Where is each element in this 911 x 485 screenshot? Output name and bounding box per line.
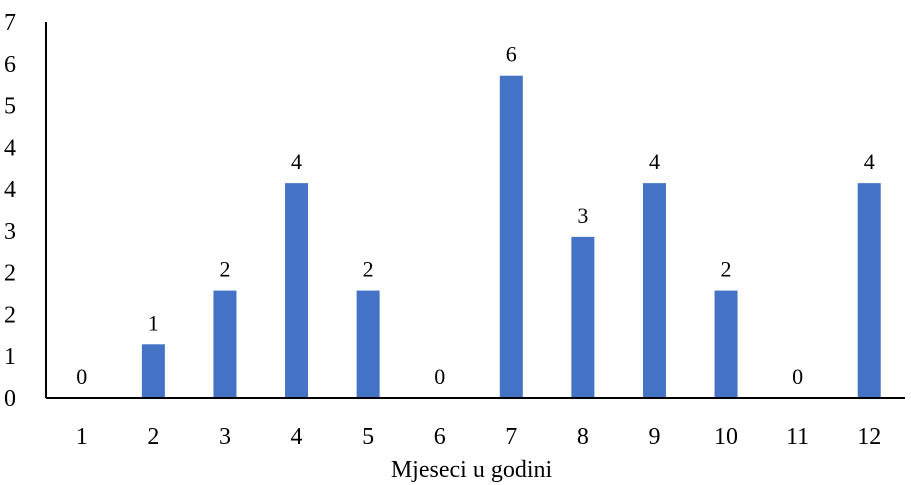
y-tick-label: 6: [4, 52, 16, 78]
bar: [213, 290, 237, 398]
bar-data-label: 0: [792, 364, 803, 389]
y-tick-label: 2: [4, 302, 16, 328]
x-tick-label: 7: [505, 424, 517, 450]
bar-data-label: 2: [363, 257, 374, 282]
bars: [141, 75, 881, 398]
bar-data-label: 3: [577, 203, 588, 228]
bar: [356, 290, 380, 398]
bar-data-label: 1: [148, 310, 159, 335]
bar-data-labels: 0 1 2 4 2 0 6 3 4 2 0 4: [76, 42, 874, 389]
bar: [499, 75, 523, 398]
bar-data-label: 4: [649, 149, 660, 174]
bar-data-label: 0: [76, 364, 87, 389]
bar-data-label: 0: [434, 364, 445, 389]
y-tick-label: 2: [4, 261, 16, 287]
y-tick-label: 3: [4, 219, 16, 245]
y-tick-label: 5: [4, 94, 16, 120]
bar: [285, 183, 309, 398]
y-tick-label: 7: [4, 10, 16, 36]
y-tick-label: 4: [4, 177, 16, 203]
x-tick-label: 10: [714, 424, 738, 450]
y-tick-label: 4: [4, 135, 16, 161]
bar-data-label: 2: [219, 257, 230, 282]
x-tick-label: 8: [577, 424, 589, 450]
x-axis-title: Mjeseci u godini: [391, 457, 553, 483]
x-tick-label: 6: [434, 424, 446, 450]
x-tick-label: 5: [362, 424, 374, 450]
bar-data-label: 4: [864, 149, 875, 174]
bar-data-label: 2: [721, 257, 732, 282]
bar: [141, 344, 165, 398]
x-tick-label: 2: [147, 424, 159, 450]
bar: [714, 290, 738, 398]
x-tick-label: 3: [219, 424, 231, 450]
bar: [642, 183, 666, 398]
bar: [571, 236, 595, 398]
y-tick-label: 1: [4, 344, 16, 370]
x-tick-label: 1: [76, 424, 88, 450]
x-tick-label: 12: [857, 424, 881, 450]
x-axis-tick-labels: 1 2 3 4 5 6 7 8 9 10 11 12: [76, 424, 881, 450]
bar-data-label: 4: [291, 149, 302, 174]
x-tick-label: 4: [291, 424, 303, 450]
bar: [857, 183, 881, 398]
y-axis-tick-labels: 0 1 2 2 3 4 4 5 6 7: [4, 10, 16, 412]
x-tick-label: 9: [648, 424, 660, 450]
x-tick-label: 11: [786, 424, 809, 450]
bar-data-label: 6: [506, 42, 517, 67]
y-tick-label: 0: [4, 386, 16, 412]
